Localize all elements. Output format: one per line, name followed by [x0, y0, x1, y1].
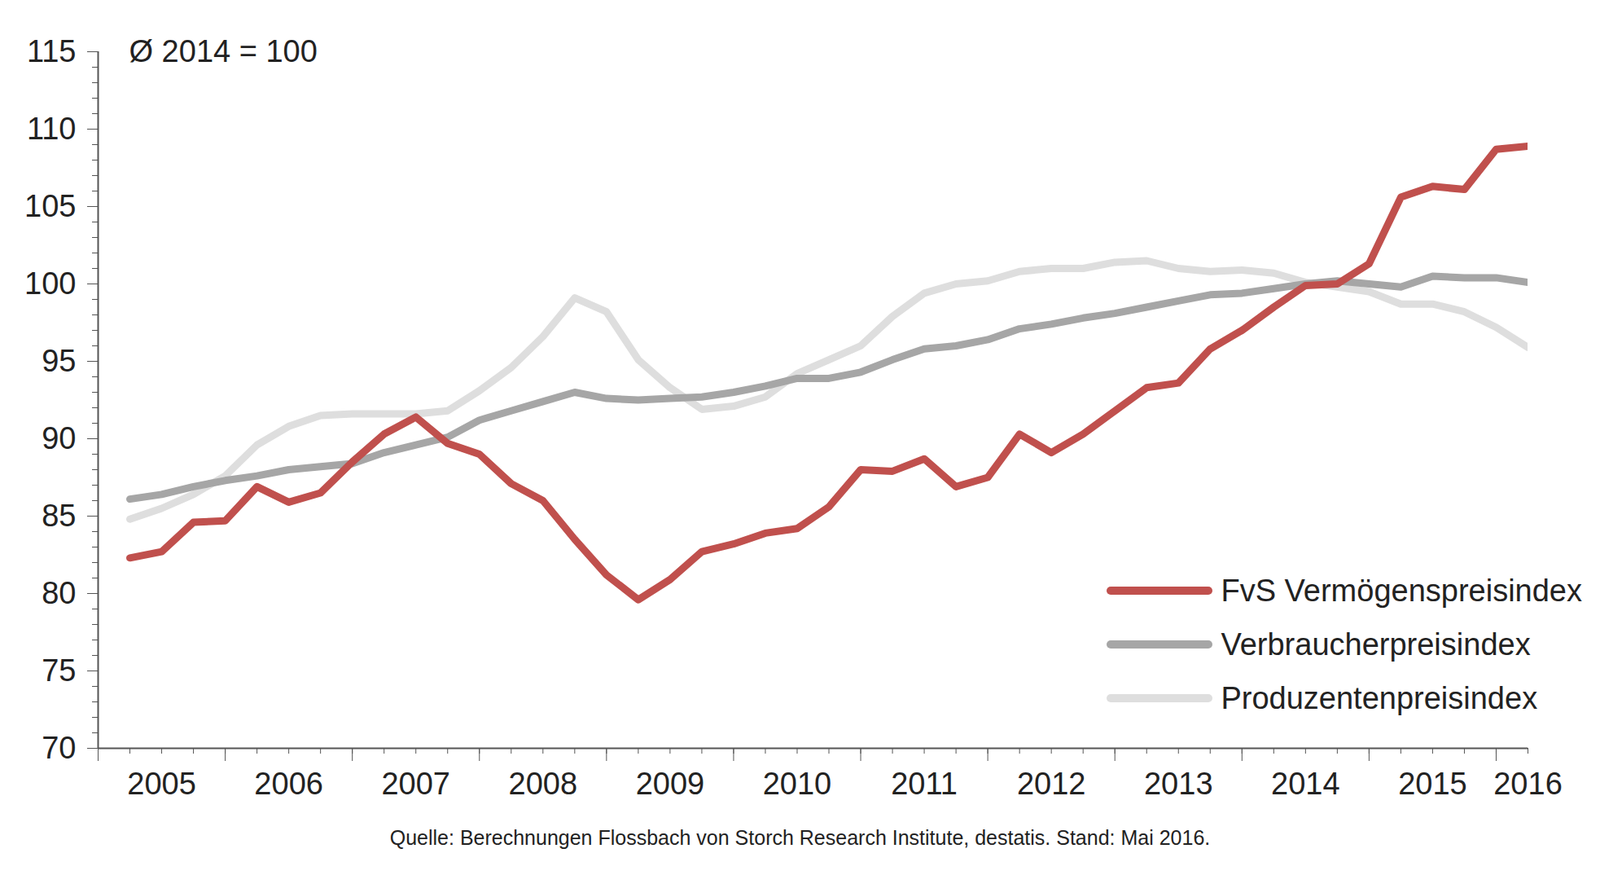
svg-text:Ø 2014 = 100: Ø 2014 = 100: [129, 34, 318, 69]
svg-text:110: 110: [26, 111, 77, 146]
svg-text:85: 85: [41, 498, 76, 533]
svg-text:2007: 2007: [381, 766, 451, 801]
svg-text:2013: 2013: [1144, 766, 1214, 801]
svg-text:90: 90: [41, 420, 76, 456]
html-text:Verbraucherpreisindex: Verbraucherpreisindex: [1220, 626, 1531, 661]
svg-text:2011: 2011: [890, 766, 958, 801]
svg-text:2009: 2009: [635, 766, 706, 801]
svg-text:95: 95: [41, 343, 76, 378]
svg-text:2005: 2005: [127, 766, 197, 801]
svg-text:70: 70: [41, 730, 76, 765]
html-text:Quelle: Berechnungen Flossbach: Quelle: Berechnungen Flossbach von Storc…: [389, 825, 1211, 849]
svg-text:2016: 2016: [1493, 766, 1563, 801]
svg-text:100: 100: [24, 266, 76, 301]
svg-text:80: 80: [41, 575, 76, 610]
svg-text:105: 105: [24, 188, 76, 224]
svg-text:115: 115: [26, 34, 77, 69]
html-text:Produzentenpreisindex: Produzentenpreisindex: [1220, 680, 1538, 715]
svg-text:2006: 2006: [254, 766, 324, 801]
svg-text:2014: 2014: [1271, 766, 1341, 801]
svg-text:2015: 2015: [1398, 766, 1468, 801]
svg-text:75: 75: [41, 653, 76, 688]
html-text:FvS Vermögenspreisindex: FvS Vermögenspreisindex: [1220, 572, 1583, 608]
svg-text:2008: 2008: [508, 766, 579, 801]
svg-text:2010: 2010: [762, 766, 833, 801]
svg-text:2012: 2012: [1016, 766, 1087, 801]
